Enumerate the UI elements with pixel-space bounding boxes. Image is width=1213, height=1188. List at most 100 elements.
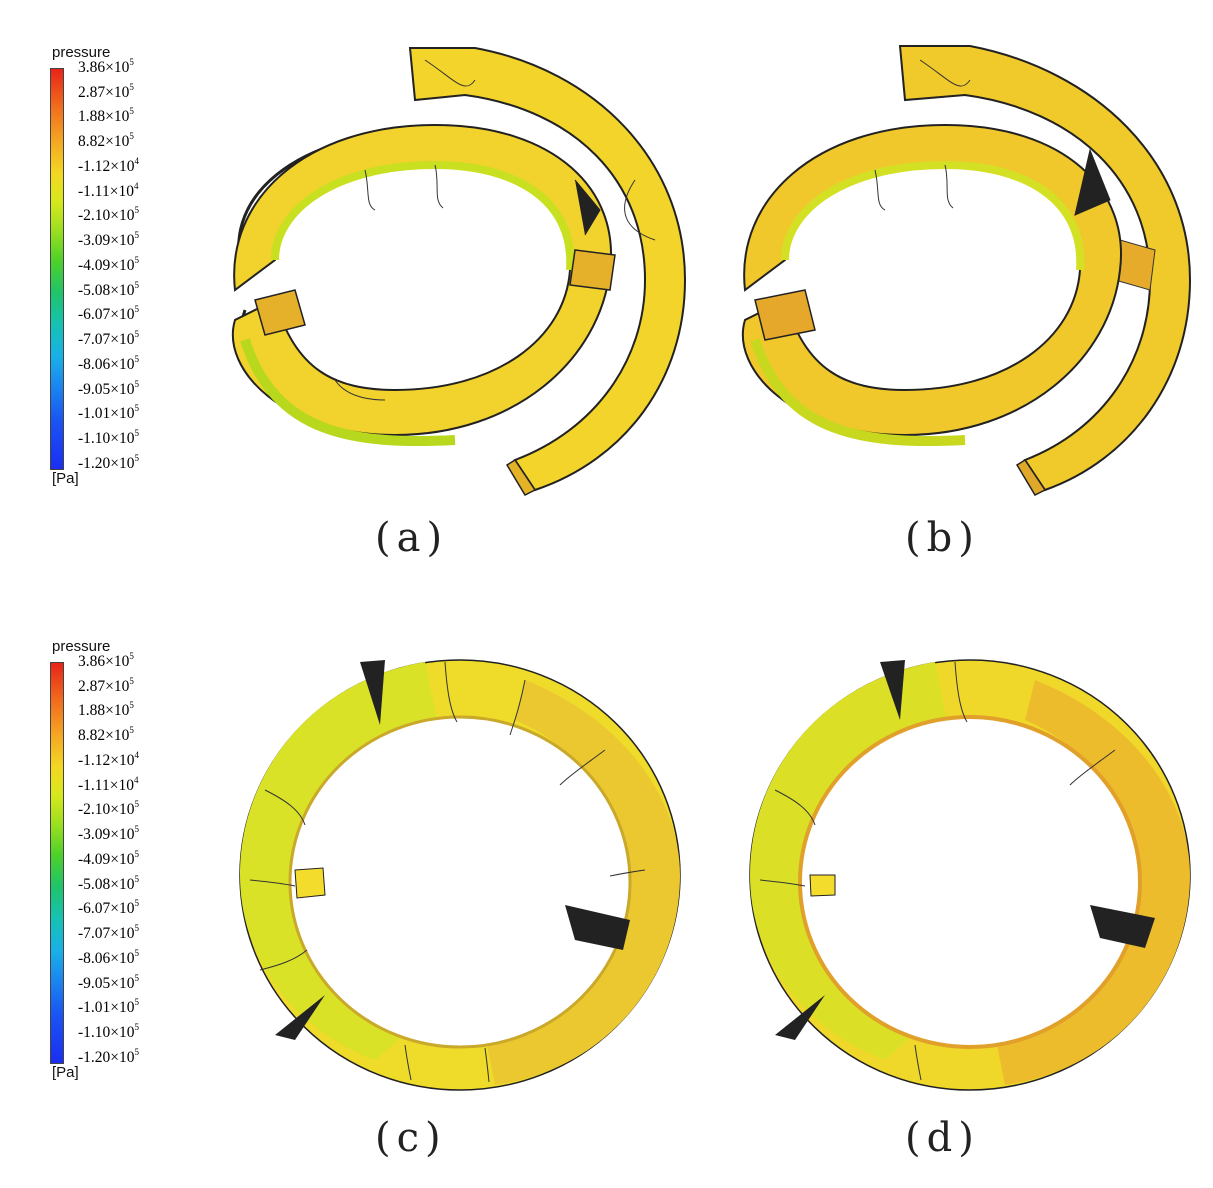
legend-tick-mantissa: -8.06×10 (78, 355, 135, 373)
legend-tick-exponent: 5 (134, 353, 140, 364)
legend-tick-exponent: 5 (134, 403, 140, 414)
legend-tick-label: -1.11×104 (78, 180, 139, 200)
legend-tick-mantissa: -1.20×10 (78, 1048, 135, 1066)
legend-tick-label: -1.01×105 (78, 997, 140, 1016)
legend-tick-mantissa: -9.05×10 (78, 974, 135, 992)
legend-tick-exponent: 5 (134, 279, 140, 290)
panel-d-ring (749, 659, 1191, 1091)
legend-tick-label: 1.88×105 (78, 700, 134, 720)
legend-tick-exponent: 5 (134, 848, 140, 859)
legend-tick-mantissa: -2.10×10 (78, 801, 135, 819)
legend-tick-exponent: 4 (134, 749, 140, 760)
legend-tick-mantissa: -4.09×10 (78, 850, 135, 868)
legend-tick-exponent: 4 (133, 180, 139, 191)
legend-tick-exponent: 5 (134, 1022, 140, 1033)
legend-tick-mantissa: -8.06×10 (78, 949, 135, 967)
legend-tick-exponent: 5 (134, 329, 140, 340)
legend-tick-mantissa: -2.10×10 (78, 207, 135, 225)
legend-tick-exponent: 5 (134, 205, 140, 216)
legend-tick-exponent: 5 (134, 799, 140, 810)
legend-tick-label: -3.09×105 (78, 230, 140, 250)
legend-tick-mantissa: -1.11×10 (78, 182, 134, 200)
legend-tick-exponent: 5 (134, 304, 140, 315)
legend-tick-label: -5.08×105 (78, 279, 140, 299)
legend-tick-exponent: 5 (134, 254, 140, 265)
legend-tick-exponent: 5 (134, 452, 140, 463)
legend-tick-mantissa: -3.09×10 (78, 826, 135, 844)
legend-tick-mantissa: 8.82×10 (78, 133, 130, 151)
panel-a-spiral-ring (232, 47, 687, 496)
panel-d-outer-ring (749, 659, 1191, 1091)
panel-c-outer-ring (239, 659, 681, 1091)
legend-color-bar (50, 662, 64, 1064)
legend-tick-label: -1.10×105 (78, 429, 139, 448)
legend-tick-mantissa: -7.07×10 (78, 331, 135, 349)
legend-tick-label: -7.07×105 (78, 329, 140, 349)
panel-a-outer-arm (408, 47, 687, 496)
legend-tick-mantissa: 1.88×10 (78, 702, 130, 720)
legend-tick-mantissa: 8.82×10 (78, 727, 130, 745)
legend-tick-label: -1.01×105 (78, 403, 140, 423)
legend-tick-label: -1.11×104 (78, 774, 139, 794)
legend-tick-mantissa: 3.86×10 (78, 59, 130, 76)
pressure-legend-top: pressure 3.86×105 2.87×105 1.88×105 8.82×10… (0, 44, 200, 494)
panel-c-caption: (c) (375, 1115, 447, 1161)
legend-tick-exponent: 5 (134, 997, 140, 1008)
legend-unit: [Pa] (52, 1064, 79, 1081)
legend-tick-label: -2.10×105 (78, 205, 140, 225)
legend-tick-label: 3.86×105 (78, 57, 134, 76)
legend-tick-exponent: 5 (129, 81, 134, 92)
legend-tick-exponent: 4 (134, 155, 140, 166)
panel-a-inner-ring (232, 123, 616, 447)
legend-tick-label: 8.82×105 (78, 131, 134, 151)
legend-tick-mantissa: -1.20×10 (78, 454, 135, 472)
panel-c-ring (239, 659, 681, 1091)
panel-d-caption: (d) (905, 1115, 980, 1161)
legend-tick-label: 2.87×105 (78, 81, 134, 101)
legend-tick-label: -8.06×105 (78, 948, 139, 967)
legend-tick-exponent: 4 (133, 774, 139, 785)
legend-tick-mantissa: -1.01×10 (78, 405, 135, 423)
panel-b-spiral-ring (742, 45, 1192, 496)
legend-tick-mantissa: -5.08×10 (78, 281, 135, 299)
legend-tick-mantissa: -1.11×10 (78, 776, 134, 794)
legend-tick-label: -8.06×105 (78, 353, 140, 373)
pressure-legend-bottom: pressure 3.86×105 2.87×105 1.88×105 8.82×10… (0, 638, 200, 1088)
legend-tick-mantissa: -1.12×10 (78, 751, 135, 769)
legend-tick-mantissa: 2.87×10 (78, 677, 130, 695)
legend-tick-exponent: 5 (134, 378, 140, 389)
legend-tick-mantissa: 2.87×10 (78, 83, 130, 101)
legend-color-bar (50, 68, 64, 470)
legend-tick-mantissa: -1.10×10 (78, 1024, 135, 1042)
legend-tick-mantissa: -1.10×10 (78, 430, 135, 448)
legend-tick-label: 2.87×105 (78, 675, 134, 695)
legend-tick-label: -3.09×105 (78, 824, 140, 844)
legend-tick-exponent: 5 (134, 898, 140, 909)
legend-tick-exponent: 5 (129, 651, 134, 661)
legend-tick-exponent: 5 (129, 57, 134, 67)
legend-tick-mantissa: -3.09×10 (78, 232, 135, 250)
legend-tick-label: 8.82×105 (78, 725, 134, 745)
legend-tick-exponent: 5 (129, 131, 134, 142)
legend-tick-exponent: 5 (134, 230, 140, 241)
panel-a-caption: (a) (375, 515, 449, 561)
legend-tick-label: -6.07×105 (78, 304, 140, 323)
legend-tick-label: -4.09×105 (78, 848, 140, 868)
legend-tick-label: -1.12×104 (78, 749, 140, 769)
legend-tick-label: -1.20×105 (78, 452, 140, 472)
legend-tick-exponent: 5 (129, 675, 134, 686)
legend-tick-label: -5.08×105 (78, 873, 140, 893)
legend-tick-mantissa: -7.07×10 (78, 925, 135, 943)
legend-tick-label: -1.12×104 (78, 155, 140, 175)
legend-tick-label: 3.86×105 (78, 651, 134, 670)
legend-tick-exponent: 5 (134, 873, 140, 884)
legend-tick-label: -9.05×105 (78, 378, 140, 398)
legend-tick-exponent: 5 (134, 824, 140, 835)
legend-tick-exponent: 5 (134, 923, 140, 934)
legend-tick-mantissa: -6.07×10 (78, 900, 135, 918)
legend-tick-exponent: 5 (134, 1046, 140, 1057)
legend-tick-exponent: 5 (129, 725, 134, 736)
legend-title: pressure (52, 44, 111, 61)
legend-tick-exponent: 5 (129, 700, 134, 711)
legend-tick-label: -2.10×105 (78, 799, 140, 819)
